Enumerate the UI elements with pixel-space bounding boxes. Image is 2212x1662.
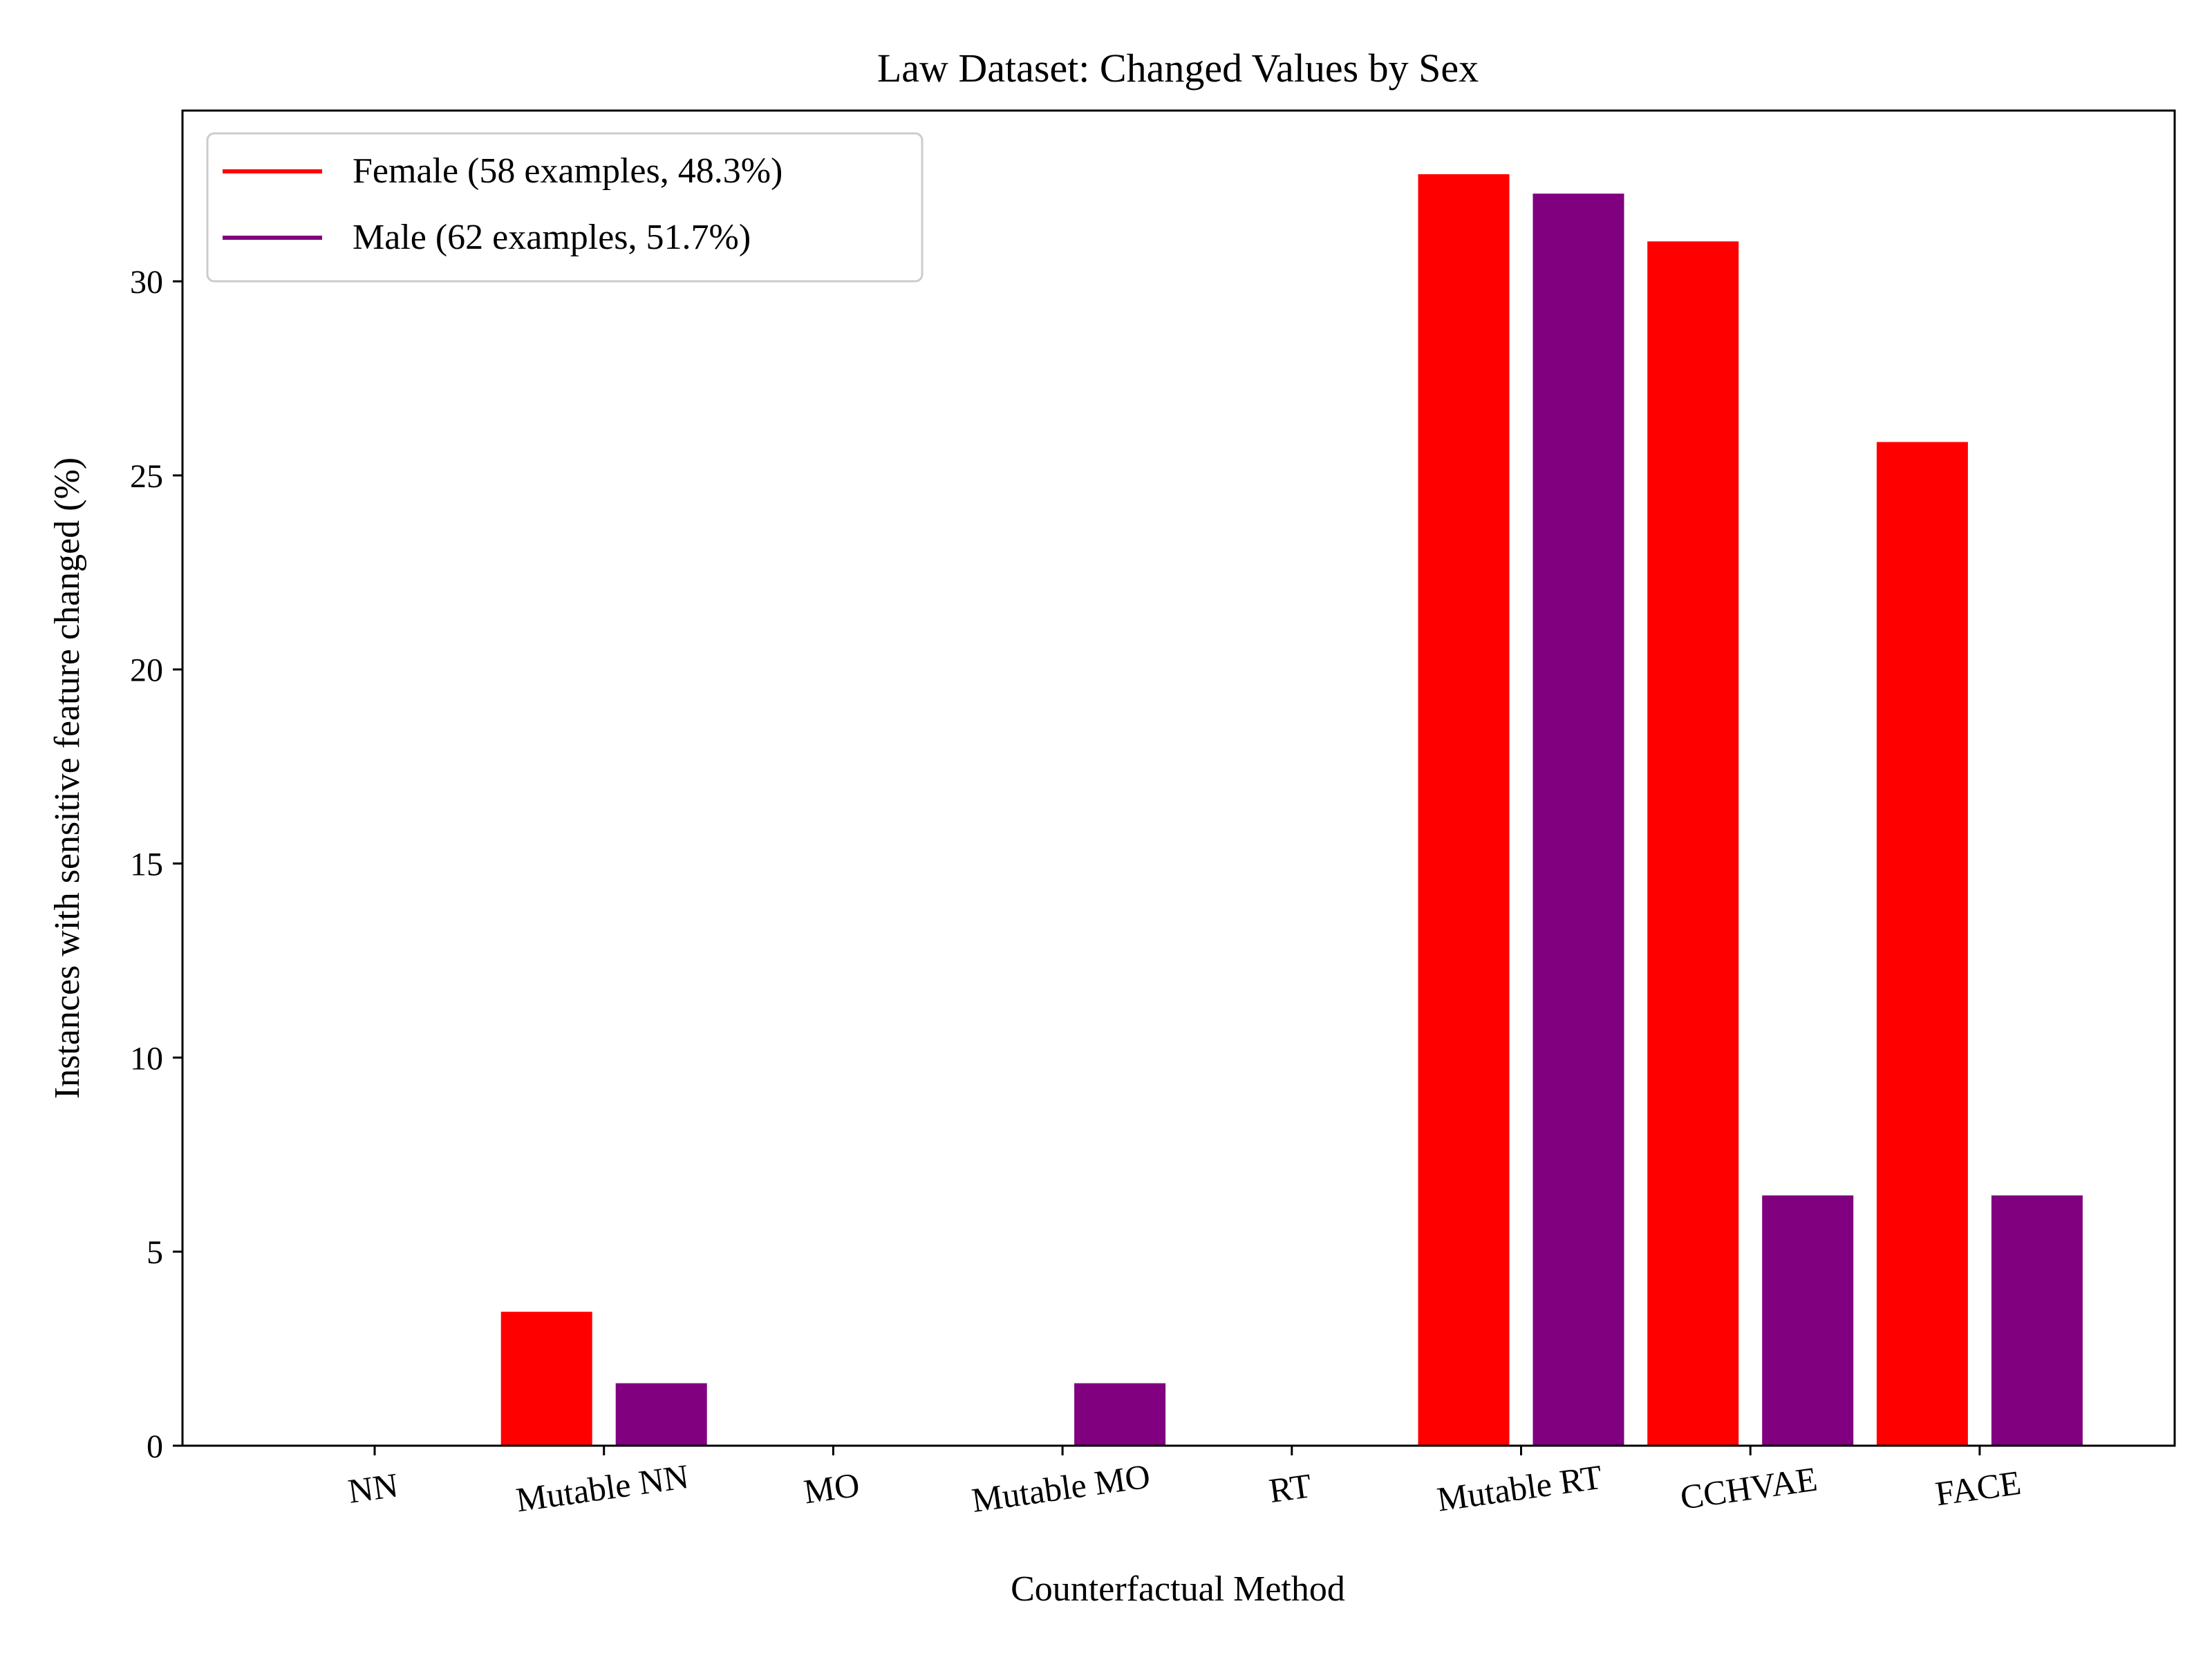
bar-female-mutable-nn — [500, 1312, 592, 1446]
bar-male-mutable-mo — [1074, 1383, 1166, 1446]
bar-male-cchvae — [1762, 1195, 1854, 1446]
y-tick-label: 0 — [147, 1428, 163, 1465]
y-axis: 0 5 10 15 20 25 30 — [130, 264, 182, 1465]
y-tick-label: 20 — [130, 652, 163, 689]
legend-label-female: Female (58 examples, 48.3%) — [353, 151, 782, 191]
plot-area-frame — [181, 109, 2176, 1447]
bar-female-cchvae — [1647, 241, 1739, 1446]
x-tick-label: NN — [346, 1465, 400, 1511]
bar-female-mutable-rt — [1418, 174, 1510, 1446]
x-tick-label: RT — [1266, 1466, 1313, 1510]
bar-male-face — [1991, 1195, 2083, 1446]
y-tick-label: 10 — [130, 1040, 163, 1077]
y-tick-label: 30 — [130, 264, 163, 301]
chart-title: Law Dataset: Changed Values by Sex — [877, 46, 1479, 91]
bar-male-mutable-nn — [615, 1383, 707, 1446]
x-axis-label: Counterfactual Method — [1011, 1569, 1345, 1609]
legend: Female (58 examples, 48.3%) Male (62 exa… — [206, 132, 924, 283]
bars-layer — [500, 174, 2083, 1446]
y-tick-label: 25 — [130, 458, 163, 495]
y-tick-label: 15 — [130, 847, 163, 883]
legend-label-male: Male (62 examples, 51.7%) — [353, 218, 751, 257]
bar-male-mutable-rt — [1533, 193, 1624, 1446]
bar-female-face — [1876, 442, 1968, 1446]
x-tick-label: MO — [801, 1465, 862, 1511]
y-tick-label: 5 — [147, 1234, 163, 1271]
legend-box — [206, 132, 924, 283]
y-axis-label: Instances with sensitive feature changed… — [48, 457, 87, 1099]
